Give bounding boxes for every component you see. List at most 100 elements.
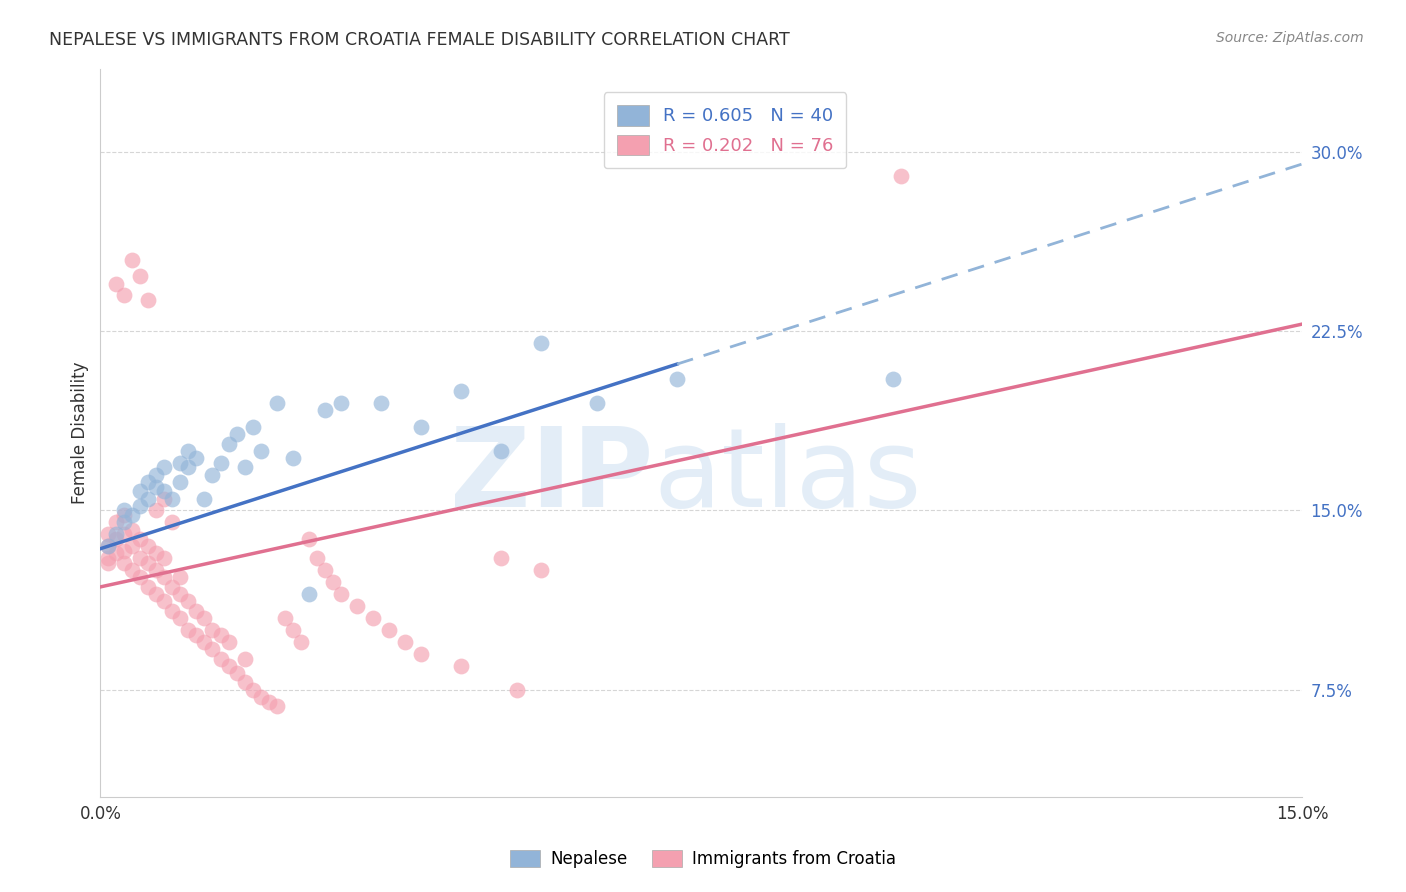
Point	[121, 252, 143, 267]
Point	[209, 456, 232, 470]
Text: atlas: atlas	[652, 423, 921, 530]
Point	[298, 532, 321, 546]
Point	[97, 539, 120, 553]
Point	[193, 635, 215, 649]
Point	[218, 635, 240, 649]
Point	[97, 556, 120, 570]
Point	[298, 587, 321, 601]
Point	[138, 539, 160, 553]
Point	[153, 484, 176, 499]
Point	[281, 623, 304, 637]
Point	[145, 479, 167, 493]
Point	[169, 587, 191, 601]
Point	[112, 503, 135, 517]
Point	[201, 642, 224, 657]
Point	[177, 460, 200, 475]
Point	[489, 443, 512, 458]
Point	[129, 499, 152, 513]
Point	[450, 658, 472, 673]
Point	[169, 475, 191, 489]
Point	[145, 546, 167, 560]
Point	[145, 563, 167, 577]
Point	[666, 372, 689, 386]
Point	[121, 508, 143, 523]
Point	[121, 539, 143, 553]
Point	[225, 427, 247, 442]
Text: ZIP: ZIP	[450, 423, 652, 530]
Point	[257, 695, 280, 709]
Point	[290, 635, 312, 649]
Point	[242, 682, 264, 697]
Point	[361, 611, 384, 625]
Point	[162, 604, 184, 618]
Point	[209, 651, 232, 665]
Point	[97, 527, 120, 541]
Point	[266, 699, 288, 714]
Point	[129, 269, 152, 284]
Point	[112, 556, 135, 570]
Point	[489, 551, 512, 566]
Point	[314, 563, 336, 577]
Point	[530, 336, 553, 351]
Point	[329, 396, 352, 410]
Point	[305, 551, 328, 566]
Point	[153, 491, 176, 506]
Point	[346, 599, 368, 613]
Point	[105, 277, 128, 291]
Point	[377, 623, 399, 637]
Point	[409, 420, 432, 434]
Point	[314, 403, 336, 417]
Point	[242, 420, 264, 434]
Point	[273, 611, 295, 625]
Point	[138, 293, 160, 308]
Point	[153, 551, 176, 566]
Point	[177, 443, 200, 458]
Point	[249, 690, 271, 704]
Point	[97, 539, 120, 553]
Point	[218, 436, 240, 450]
Point	[450, 384, 472, 398]
Legend: Nepalese, Immigrants from Croatia: Nepalese, Immigrants from Croatia	[503, 843, 903, 875]
Point	[145, 503, 167, 517]
Point	[370, 396, 392, 410]
Point	[112, 527, 135, 541]
Point	[138, 491, 160, 506]
Point	[153, 594, 176, 608]
Point	[186, 450, 208, 465]
Point	[169, 611, 191, 625]
Point	[329, 587, 352, 601]
Point	[186, 604, 208, 618]
Point	[506, 682, 529, 697]
Text: Source: ZipAtlas.com: Source: ZipAtlas.com	[1216, 31, 1364, 45]
Point	[233, 460, 256, 475]
Point	[97, 551, 120, 566]
Point	[105, 532, 128, 546]
Point	[138, 580, 160, 594]
Point	[162, 491, 184, 506]
Point	[138, 556, 160, 570]
Point	[105, 546, 128, 560]
Point	[186, 628, 208, 642]
Legend: R = 0.605   N = 40, R = 0.202   N = 76: R = 0.605 N = 40, R = 0.202 N = 76	[603, 92, 846, 168]
Point	[281, 450, 304, 465]
Point	[225, 665, 247, 680]
Point	[169, 570, 191, 584]
Point	[233, 675, 256, 690]
Point	[218, 658, 240, 673]
Text: NEPALESE VS IMMIGRANTS FROM CROATIA FEMALE DISABILITY CORRELATION CHART: NEPALESE VS IMMIGRANTS FROM CROATIA FEMA…	[49, 31, 790, 49]
Point	[193, 611, 215, 625]
Point	[177, 623, 200, 637]
Point	[322, 575, 344, 590]
Point	[193, 491, 215, 506]
Point	[153, 570, 176, 584]
Point	[162, 516, 184, 530]
Point	[121, 563, 143, 577]
Point	[153, 460, 176, 475]
Point	[105, 516, 128, 530]
Point	[129, 532, 152, 546]
Point	[249, 443, 271, 458]
Point	[409, 647, 432, 661]
Point	[586, 396, 609, 410]
Point	[201, 623, 224, 637]
Point	[129, 551, 152, 566]
